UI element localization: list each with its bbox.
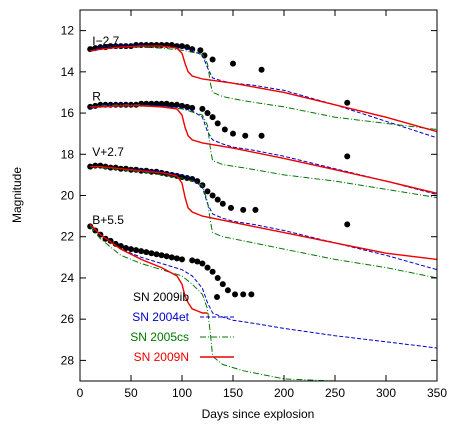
sn-2009ib-i-2-7-point [258, 66, 265, 73]
band-label-i-2-7: I−2.7 [92, 34, 119, 48]
band-label-r: R [92, 90, 101, 104]
sn-2009ib-b-5-5-point [128, 246, 134, 253]
x-tick-label: 200 [274, 386, 294, 400]
sn-2009ib-b-5-5-point [122, 245, 129, 252]
x-tick-label: 100 [172, 386, 192, 400]
x-tick-label: 150 [223, 386, 243, 400]
sn-2009ib-b-5-5-point [138, 248, 145, 255]
x-tick-label: 350 [427, 386, 447, 400]
y-tick-label: 26 [61, 312, 75, 326]
sn-2009ib-i-2-7-point [197, 47, 204, 54]
sn-2009ib-v-2-7-point [219, 200, 226, 207]
sn-2009n-r-line [90, 105, 437, 195]
x-tick-label: 0 [77, 386, 84, 400]
sn-2009ib-b-5-5-point [148, 250, 155, 257]
sn-2009ib-r-point [158, 100, 165, 107]
legend: SN 2009ib SN 2004et SN 2005cs SN 2009N [130, 290, 234, 364]
sn-2009ib-i-2-7-point [209, 56, 216, 63]
sn-2009ib-b-5-5-point [199, 260, 206, 267]
y-tick-label: 14 [61, 65, 75, 79]
sn-2009ib-r-point [209, 114, 216, 121]
sn-2005cs-v-2-7-line [90, 166, 437, 279]
sn-2009ib-v-2-7-point [344, 221, 351, 228]
sn-2009ib-r-point [173, 101, 180, 108]
sn-2009ib-i-2-7-point [230, 60, 236, 67]
sn-2009ib-b-5-5-point [248, 291, 255, 298]
sn-2009ib-b-5-5-point [173, 255, 180, 262]
sn-2009ib-r-point [221, 126, 228, 133]
sn-2009ib-b-5-5-point [163, 253, 170, 260]
y-tick-label: 24 [61, 271, 75, 285]
legend-label-sn-2004et: SN 2004et [132, 310, 189, 324]
sn-2009ib-b-5-5-point [168, 254, 175, 261]
axis-ticks: 0 50 100 150 200 250 300 350 12 14 16 18 20 22 24 26 28 [61, 10, 447, 400]
sn-2009ib-r-point [199, 105, 206, 112]
band-label-v-2-7: V+2.7 [92, 145, 124, 159]
sn-2009ib-v-2-7-point [252, 206, 259, 213]
sn-2009ib-r-point [230, 130, 236, 137]
legend-label-sn-2009ib: SN 2009ib [133, 290, 189, 304]
sn-2009ib-r-point [242, 132, 249, 139]
sn-2009ib-b-5-5-point [189, 257, 196, 264]
sn-2009ib-b-5-5-point [204, 264, 211, 271]
sn-2009ib-b-5-5-point [214, 274, 221, 281]
y-tick-label: 16 [61, 106, 75, 120]
sn-2009ib-b-5-5-points [87, 223, 255, 298]
sn-2009ib-v-2-7-point [209, 192, 216, 199]
sn-2009ib-b-5-5-point [112, 240, 119, 247]
sn-2009ib-b-5-5-point [219, 281, 226, 288]
sn-2009ib-b-5-5-point [153, 251, 160, 258]
sn-2009ib-v-2-7-point [214, 196, 221, 203]
x-tick-label: 250 [325, 386, 345, 400]
sn-2009ib-b-5-5-point [232, 291, 239, 298]
y-tick-label: 28 [61, 353, 75, 367]
sn-2009ib-v-2-7-point [227, 204, 234, 211]
sn-2009ib-b-5-5-point [209, 268, 216, 275]
sn-2005cs-r-line [90, 104, 437, 199]
sn-2009ib-r-point [214, 120, 221, 127]
sn-2009n-v-2-7-line [90, 165, 437, 261]
sn-2009ib-r-point [204, 110, 211, 117]
x-axis-label: Days since explosion [202, 407, 315, 421]
sn-2009ib-b-5-5-point [143, 249, 150, 256]
sn-2009n-i-2-7-line [90, 45, 437, 133]
sn-2009ib-b-5-5-point [133, 247, 140, 254]
sn-2009ib-r-point [258, 132, 265, 139]
legend-label-sn-2005cs: SN 2005cs [130, 330, 189, 344]
x-tick-label: 300 [376, 386, 396, 400]
sn-2009ib-b-5-5-point [158, 252, 165, 259]
sn-2009ib-v-2-7-point [240, 206, 247, 213]
x-tick-label: 50 [124, 386, 138, 400]
series-layer [87, 42, 437, 381]
y-tick-label: 20 [61, 189, 75, 203]
y-tick-label: 22 [61, 230, 75, 244]
sn-2004et-i-2-7-line [90, 44, 437, 139]
sn-2009ib-r-point [344, 153, 351, 160]
y-axis-label: Magnitude [10, 167, 24, 223]
sn-2009ib-r-points [87, 100, 351, 160]
sn-2009ib-v-2-7-point [204, 188, 211, 195]
sn-2009ib-i-2-7-point [344, 99, 351, 106]
legend-swatch-sn-2009ib [214, 294, 220, 300]
sn-2004et-b-5-5-line [89, 224, 437, 349]
sn-2009ib-r-point [163, 100, 170, 107]
y-tick-label: 18 [61, 147, 75, 161]
sn-2009ib-b-5-5-point [240, 291, 247, 298]
sn-2009ib-r-point [184, 103, 191, 110]
legend-label-sn-2009n: SN 2009N [134, 350, 189, 364]
sn-2009ib-b-5-5-point [224, 287, 231, 294]
sn-2009ib-r-point [189, 104, 196, 111]
band-labels: I−2.7 R V+2.7 B+5.5 [92, 34, 124, 227]
band-label-b-5-5: B+5.5 [92, 213, 124, 227]
sn-2009ib-b-5-5-point [179, 256, 185, 263]
y-tick-label: 12 [61, 24, 75, 38]
sn-2009n-b-5-5-line [89, 223, 208, 314]
sn-2009ib-b-5-5-point [194, 258, 201, 265]
